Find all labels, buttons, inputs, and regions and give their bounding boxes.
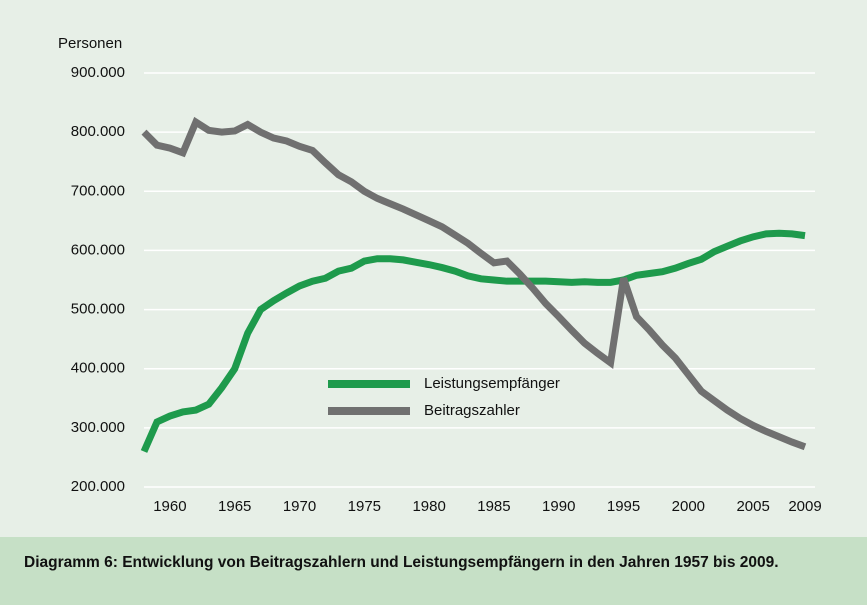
x-tick-label: 1985 <box>477 498 510 515</box>
y-axis-label: Personen <box>58 35 122 52</box>
legend-label: Leistungsempfänger <box>424 375 560 392</box>
x-tick-label: 1980 <box>412 498 445 515</box>
x-tick-label: 1970 <box>283 498 316 515</box>
y-tick-label: 600.000 <box>71 241 125 258</box>
y-tick-label: 900.000 <box>71 64 125 81</box>
y-tick-label: 800.000 <box>71 123 125 140</box>
x-tick-label: 1960 <box>153 498 186 515</box>
x-tick-label: 1965 <box>218 498 251 515</box>
series-line <box>140 229 806 453</box>
caption: Diagramm 6: Entwicklung von Beitragszahl… <box>0 537 867 605</box>
x-tick-label: 1995 <box>607 498 640 515</box>
legend-label: Beitragszahler <box>424 402 520 419</box>
x-tick-label: 2009 <box>788 498 821 515</box>
x-tick-label: 1990 <box>542 498 575 515</box>
y-tick-label: 400.000 <box>71 360 125 377</box>
x-tick-label: 2000 <box>672 498 705 515</box>
chart: Personen 200.000 300.000 400.000 500.000 600… <box>58 35 822 515</box>
x-tick-label: 1975 <box>348 498 381 515</box>
x-tick-label: 2005 <box>736 498 769 515</box>
y-tick-label: 700.000 <box>71 182 125 199</box>
y-tick-label: 500.000 <box>71 301 125 318</box>
y-tick-label: 200.000 <box>71 478 125 495</box>
y-tick-label: 300.000 <box>71 419 125 436</box>
series-line <box>141 116 807 451</box>
